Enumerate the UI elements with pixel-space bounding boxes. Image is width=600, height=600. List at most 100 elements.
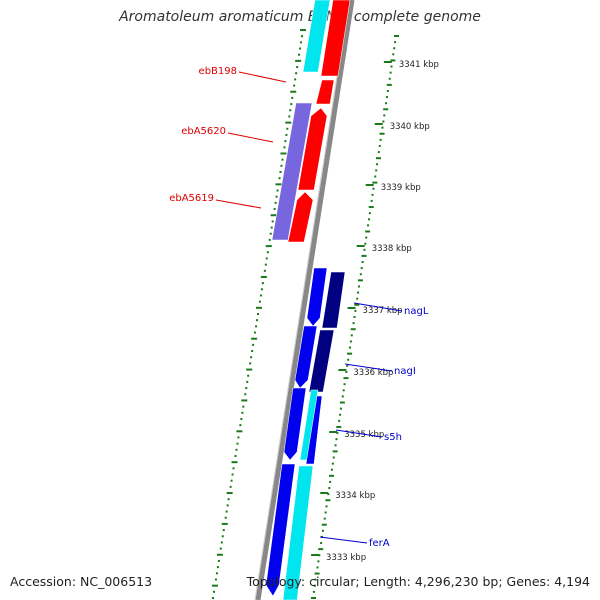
outer-dot: [330, 468, 333, 471]
label-ferA[interactable]: ferA: [369, 538, 390, 549]
inner-dot: [271, 220, 274, 223]
outer-dot: [371, 193, 374, 196]
outer-dot: [341, 395, 344, 398]
outer-dot: [343, 377, 349, 380]
inner-dot: [214, 578, 217, 581]
inner-dot: [278, 177, 281, 180]
gene-red-ebA5620[interactable]: [297, 107, 328, 191]
inner-dot: [300, 41, 303, 44]
outer-dot: [335, 438, 338, 441]
gene-ebB198[interactable]: [315, 79, 335, 105]
gene-blue-3[interactable]: [283, 387, 307, 461]
gene-cyan-ferA[interactable]: [282, 465, 314, 600]
gene-red-ebA5619[interactable]: [287, 191, 314, 243]
outer-dot: [316, 566, 319, 569]
gene-blue-1[interactable]: [306, 267, 328, 327]
gene-purple-ebA5620[interactable]: [271, 102, 313, 241]
inner-dot: [295, 72, 298, 75]
scale-tick-label: 3335 kbp: [344, 430, 384, 440]
scale-tick-label: 3339 kbp: [381, 183, 421, 193]
outer-dot: [365, 230, 371, 233]
outer-dot: [385, 102, 388, 105]
inner-dot: [216, 566, 219, 569]
gene-red-top[interactable]: [320, 0, 351, 77]
map-title: Aromatoleum aromaticum EbN1, complete ge…: [119, 9, 481, 25]
inner-dot: [231, 473, 234, 476]
inner-dot: [259, 294, 262, 297]
gene-blue-4[interactable]: [265, 463, 296, 597]
outer-dot: [386, 83, 392, 86]
outer-dot: [320, 542, 323, 545]
outer-dot: [332, 450, 338, 453]
outer-dot: [367, 218, 370, 221]
label-nagL[interactable]: nagL: [404, 306, 429, 317]
gene-features: [265, 0, 351, 600]
outer-dot: [345, 370, 348, 373]
inner-dot: [263, 269, 266, 272]
inner-dot: [232, 467, 235, 470]
outer-dot: [374, 175, 377, 178]
inner-dot: [249, 362, 252, 365]
inner-dot: [270, 226, 273, 229]
outer-dot: [378, 144, 381, 147]
inner-dot: [260, 275, 267, 278]
outer-dotted-track: [311, 35, 399, 599]
label-s5h[interactable]: s5h: [384, 432, 402, 443]
genome-backbone-shadow: [254, 0, 350, 600]
leader-ebA5619: [215, 199, 262, 209]
inner-dot: [211, 584, 218, 587]
inner-dot: [251, 337, 258, 340]
scale-tick-label: 3336 kbp: [353, 368, 393, 378]
label-nagI[interactable]: nagI: [394, 366, 416, 377]
inner-dot: [269, 232, 272, 235]
inner-dot: [295, 59, 302, 62]
outer-dot: [325, 505, 328, 508]
gene-blue-2[interactable]: [294, 325, 318, 389]
inner-dot: [257, 313, 259, 315]
inner-dot: [221, 535, 224, 538]
inner-dot: [230, 479, 233, 482]
inner-dot: [301, 35, 304, 38]
inner-dot: [244, 393, 247, 396]
inner-dot: [256, 319, 259, 322]
gene-navy-nagL[interactable]: [321, 271, 346, 329]
inner-dot: [224, 516, 227, 519]
outer-dot: [314, 572, 320, 575]
inner-dot: [212, 597, 214, 599]
outer-dot: [361, 254, 367, 257]
label-ebA5620[interactable]: ebA5620: [181, 126, 226, 137]
outer-dot: [343, 383, 346, 386]
leader-ebB198: [238, 71, 287, 83]
inner-dot: [293, 84, 296, 87]
outer-dot: [372, 187, 375, 190]
inner-dot: [245, 387, 248, 390]
gene-navy-nagI[interactable]: [308, 329, 335, 393]
gene-blue-s5h[interactable]: [305, 395, 323, 465]
inner-dot: [255, 306, 262, 309]
label-ebB198[interactable]: ebB198: [199, 66, 237, 77]
inner-dot: [260, 288, 263, 291]
inner-dot: [284, 140, 287, 143]
outer-dot: [338, 419, 341, 422]
outer-dot: [392, 53, 395, 56]
inner-dot: [280, 152, 287, 155]
leader-s5h: [335, 429, 383, 438]
label-ebA5619[interactable]: ebA5619: [169, 193, 214, 204]
inner-dot: [283, 146, 286, 149]
outer-dot: [379, 132, 385, 135]
inner-dot: [261, 282, 264, 285]
gene-cyan-top[interactable]: [302, 0, 331, 73]
inner-dot: [286, 127, 289, 130]
outer-dot: [348, 346, 351, 349]
inner-dot: [235, 448, 238, 451]
inner-dot: [270, 214, 277, 217]
inner-dot: [252, 343, 255, 346]
outer-dot: [359, 273, 362, 276]
scale-tick-label: 3341 kbp: [399, 60, 439, 70]
outer-dot: [386, 89, 389, 92]
inner-dot: [285, 133, 288, 136]
outer-dot: [332, 456, 335, 459]
scale-tick-label: 3340 kbp: [390, 122, 430, 132]
outer-dot: [317, 560, 320, 563]
inner-dot: [241, 399, 248, 402]
